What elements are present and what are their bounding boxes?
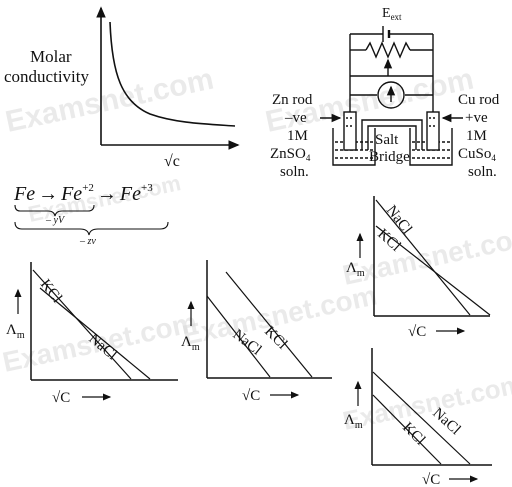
graph-3-nacl-line bbox=[375, 199, 471, 316]
molar-ylabel-line2: conductivity bbox=[4, 67, 89, 86]
cu-rod-label: Cu rod bbox=[458, 92, 500, 108]
electrochemical-cell bbox=[320, 26, 463, 166]
rheostat-resistor bbox=[365, 41, 411, 59]
brace-2-label: – zv bbox=[79, 236, 96, 247]
brace-1-label: – yV bbox=[45, 215, 66, 226]
graph-4-line1-label: KCl bbox=[399, 420, 428, 449]
molar-conductivity-plot: Molar conductivity √c bbox=[4, 6, 240, 170]
graph-3-xlabel: √C bbox=[408, 324, 426, 340]
watermark-7: Examsnet.com bbox=[340, 368, 512, 436]
salt-bridge-label-1: Salt bbox=[375, 132, 399, 148]
zn-beaker bbox=[332, 128, 376, 166]
graph-3-kcl-line bbox=[375, 225, 491, 316]
molar-ylabel-line1: Molar bbox=[30, 47, 72, 66]
salt-bridge-label-2: Bridge bbox=[369, 149, 410, 165]
brace-2 bbox=[14, 221, 169, 236]
zn-rod bbox=[343, 111, 357, 151]
graph-2-ylabel: Λm bbox=[181, 334, 200, 353]
iron-equation: Fe → Fe+2 → Fe+3 – yV – zv bbox=[13, 182, 169, 247]
zn-rod-label: Zn rod bbox=[272, 92, 313, 108]
cu-conc-label: 1M bbox=[466, 128, 487, 144]
graph-4-nacl-line bbox=[372, 371, 471, 465]
molar-curve bbox=[109, 21, 236, 127]
graph-2-xlabel: √C bbox=[242, 388, 260, 404]
graph-1-line1-label: KCl bbox=[37, 277, 65, 307]
equation-line: Fe → Fe+2 → Fe+3 bbox=[13, 182, 153, 205]
zn-sign-label: –ve bbox=[284, 110, 307, 126]
cu-soln2-label: soln. bbox=[468, 164, 497, 180]
salt-bridge bbox=[361, 119, 423, 150]
graph-4-ylabel: Λm bbox=[344, 412, 363, 431]
cu-soln-label: CuSo4 bbox=[458, 146, 496, 163]
graph-2-kcl-line bbox=[225, 271, 313, 378]
cu-rod bbox=[426, 111, 440, 151]
zn-conc-label: 1M bbox=[287, 128, 308, 144]
zn-soln2-label: soln. bbox=[280, 164, 309, 180]
graph-4-kcl-line bbox=[372, 394, 442, 465]
graph-1-xlabel: √C bbox=[52, 390, 70, 406]
cu-beaker bbox=[409, 128, 453, 166]
graph-1-kcl-line bbox=[32, 269, 132, 380]
zn-soln-label: ZnSO4 bbox=[270, 146, 311, 163]
galvanometer bbox=[377, 81, 405, 109]
graph-4-xlabel: √C bbox=[422, 472, 440, 487]
graph-1-nacl-line bbox=[39, 287, 151, 380]
graph-2-nacl-line bbox=[206, 295, 271, 378]
graph-1-ylabel: Λm bbox=[6, 322, 25, 341]
brace-1 bbox=[14, 204, 95, 217]
cell-labels: Eext Zn rod –ve 1M ZnSO4 soln. Cu rod +v… bbox=[270, 6, 500, 180]
molar-xlabel: √c bbox=[164, 153, 180, 170]
e-ext-label: Eext bbox=[382, 6, 402, 22]
graph-3-ylabel: Λm bbox=[346, 260, 365, 279]
cu-sign-label: +ve bbox=[465, 110, 488, 126]
